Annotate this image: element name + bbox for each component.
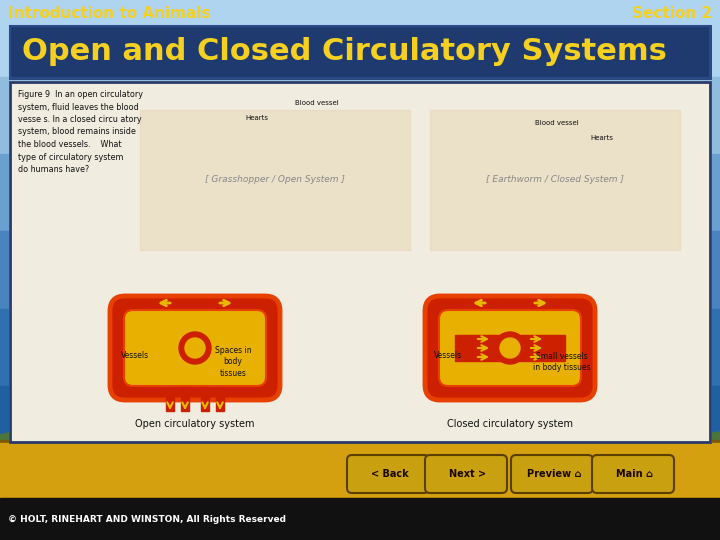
Bar bbox=[455, 344, 565, 352]
Bar bbox=[10, 82, 710, 442]
Circle shape bbox=[494, 332, 526, 364]
Text: Spaces in
body
tissues: Spaces in body tissues bbox=[215, 346, 251, 377]
FancyBboxPatch shape bbox=[110, 296, 280, 400]
FancyBboxPatch shape bbox=[425, 296, 595, 400]
Text: Introduction to Animals: Introduction to Animals bbox=[8, 5, 210, 21]
Bar bbox=[10, 26, 710, 78]
Text: Open and Closed Circulatory Systems: Open and Closed Circulatory Systems bbox=[22, 37, 667, 66]
Bar bbox=[0, 154, 720, 232]
Text: Hearts: Hearts bbox=[590, 135, 613, 141]
Bar bbox=[0, 468, 720, 540]
Text: Main ⌂: Main ⌂ bbox=[616, 469, 654, 479]
Bar bbox=[0, 308, 720, 386]
Text: Next >: Next > bbox=[449, 469, 487, 479]
Text: Figure 9  In an open circulatory
system, fluid leaves the blood
vesse s. In a cl: Figure 9 In an open circulatory system, … bbox=[18, 90, 143, 174]
FancyBboxPatch shape bbox=[439, 310, 581, 386]
FancyBboxPatch shape bbox=[347, 455, 429, 493]
Text: Blood vessel: Blood vessel bbox=[535, 120, 579, 126]
Bar bbox=[0, 490, 720, 540]
Text: Preview ⌂: Preview ⌂ bbox=[527, 469, 581, 479]
Bar bbox=[455, 353, 565, 361]
Bar bbox=[0, 443, 720, 498]
Text: Closed circulatory system: Closed circulatory system bbox=[447, 419, 573, 429]
Text: Vessels: Vessels bbox=[121, 350, 149, 360]
Bar bbox=[201, 387, 209, 411]
Bar bbox=[0, 386, 720, 463]
Text: [ Earthworm / Closed System ]: [ Earthworm / Closed System ] bbox=[486, 176, 624, 185]
Bar bbox=[0, 440, 720, 540]
Bar bbox=[140, 110, 410, 250]
Text: Vessels: Vessels bbox=[434, 350, 462, 360]
FancyBboxPatch shape bbox=[511, 455, 593, 493]
Text: Small vessels
in body tissues: Small vessels in body tissues bbox=[534, 352, 591, 372]
Text: Hearts: Hearts bbox=[245, 115, 268, 121]
Bar bbox=[0, 77, 720, 154]
Text: Open circulatory system: Open circulatory system bbox=[135, 419, 255, 429]
Bar bbox=[0, 510, 720, 540]
Bar bbox=[0, 232, 720, 308]
Text: [ Grasshopper / Open System ]: [ Grasshopper / Open System ] bbox=[205, 176, 345, 185]
Bar bbox=[430, 110, 680, 250]
Circle shape bbox=[179, 332, 211, 364]
Circle shape bbox=[500, 338, 520, 358]
Polygon shape bbox=[0, 420, 720, 540]
FancyBboxPatch shape bbox=[124, 310, 266, 386]
FancyBboxPatch shape bbox=[425, 455, 507, 493]
Bar bbox=[455, 335, 565, 343]
Bar bbox=[10, 26, 710, 78]
Circle shape bbox=[185, 338, 205, 358]
FancyBboxPatch shape bbox=[592, 455, 674, 493]
Bar bbox=[0, 463, 720, 540]
Bar bbox=[216, 387, 224, 411]
Bar bbox=[0, 498, 720, 540]
Bar bbox=[181, 387, 189, 411]
Text: Section 2: Section 2 bbox=[632, 5, 712, 21]
Text: © HOLT, RINEHART AND WINSTON, All Rights Reserved: © HOLT, RINEHART AND WINSTON, All Rights… bbox=[8, 515, 286, 523]
Text: < Back: < Back bbox=[371, 469, 409, 479]
Text: Blood vessel: Blood vessel bbox=[295, 100, 338, 106]
Bar bbox=[0, 0, 720, 77]
Bar bbox=[166, 387, 174, 411]
